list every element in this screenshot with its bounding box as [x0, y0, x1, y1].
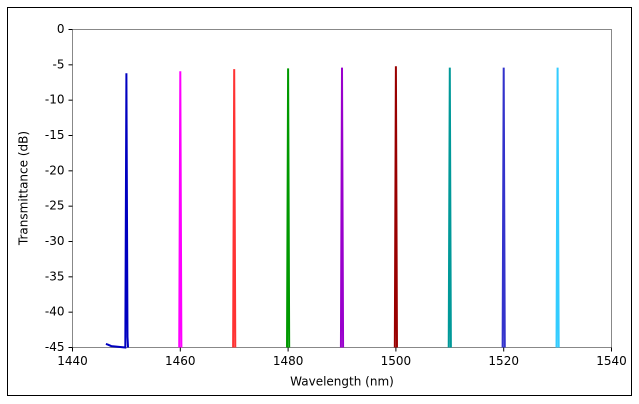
- y-tick-label: -10: [45, 93, 65, 107]
- spectrum-line: [501, 67, 506, 348]
- spectrum-line: [178, 71, 183, 348]
- y-tick-label: -30: [45, 234, 65, 248]
- y-tick-label: -40: [45, 305, 65, 319]
- spectrum-line: [393, 66, 398, 348]
- y-tick-label: -15: [45, 128, 65, 142]
- spectrum-line: [339, 67, 345, 348]
- x-tick-label: 1520: [488, 354, 519, 368]
- spectrum-line: [105, 73, 130, 349]
- x-tick-label: 1480: [273, 354, 304, 368]
- y-tick-label: -5: [53, 57, 65, 71]
- y-tick-label: -35: [45, 269, 65, 283]
- spectrum-line: [286, 68, 291, 348]
- spectrum-line: [232, 69, 237, 348]
- x-tick-label: 1540: [596, 354, 627, 368]
- x-tick-label: 1440: [57, 354, 88, 368]
- x-tick-label: 1500: [381, 354, 412, 368]
- spectrum-line: [555, 67, 560, 348]
- y-tick-label: -25: [45, 199, 65, 213]
- spectrum-line: [447, 67, 452, 348]
- x-tick-label: 1460: [165, 354, 196, 368]
- y-tick-label: 0: [57, 22, 65, 36]
- x-axis-label: Wavelength (nm): [290, 375, 394, 389]
- y-tick-label: -45: [45, 340, 65, 354]
- y-axis-label: Transmittance (dB): [17, 131, 31, 246]
- y-tick-label: -20: [45, 163, 65, 177]
